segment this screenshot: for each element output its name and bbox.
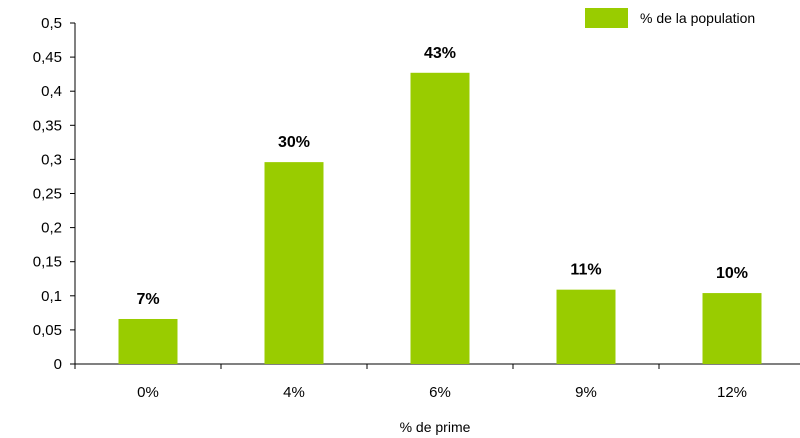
data-label: 43%: [424, 45, 456, 62]
x-axis: 0% 4% 6% 9% 12%: [74, 363, 800, 401]
bar: [702, 293, 762, 364]
y-tick-label: 0,5: [41, 15, 62, 32]
x-tick-label: 6%: [429, 384, 451, 401]
data-label: 30%: [278, 134, 310, 151]
data-label: 10%: [716, 265, 748, 282]
data-labels: 7% 30% 43% 11% 10%: [136, 45, 748, 308]
legend-label: % de la population: [640, 10, 755, 26]
y-tick-label: 0,25: [33, 186, 62, 203]
bar: [264, 162, 324, 364]
y-tick-label: 0,4: [41, 83, 62, 100]
y-tick-label: 0,2: [41, 220, 62, 237]
y-tick-label: 0,45: [33, 49, 62, 66]
x-tick-label: 9%: [575, 384, 597, 401]
y-tick-label: 0,1: [41, 288, 62, 305]
data-label: 7%: [136, 291, 159, 308]
x-tick-label: 0%: [137, 384, 159, 401]
data-label: 11%: [570, 262, 601, 279]
y-tick-label: 0: [54, 356, 62, 373]
legend-swatch: [585, 8, 628, 28]
x-axis-title: % de prime: [400, 419, 471, 435]
bars: [118, 72, 762, 364]
y-tick-label: 0,05: [33, 322, 62, 339]
legend: % de la population: [585, 8, 755, 28]
x-tick-label: 12%: [717, 384, 747, 401]
y-axis: 0 0,05 0,1 0,15 0,2 0,25 0,3 0,35 0,4 0,45 0,5: [33, 15, 76, 373]
bar: [556, 289, 616, 364]
bar: [410, 72, 470, 364]
bar: [118, 318, 178, 364]
x-tick-label: 4%: [283, 384, 305, 401]
y-tick-label: 0,15: [33, 254, 62, 271]
y-tick-label: 0,35: [33, 117, 62, 134]
y-tick-label: 0,3: [41, 151, 62, 168]
